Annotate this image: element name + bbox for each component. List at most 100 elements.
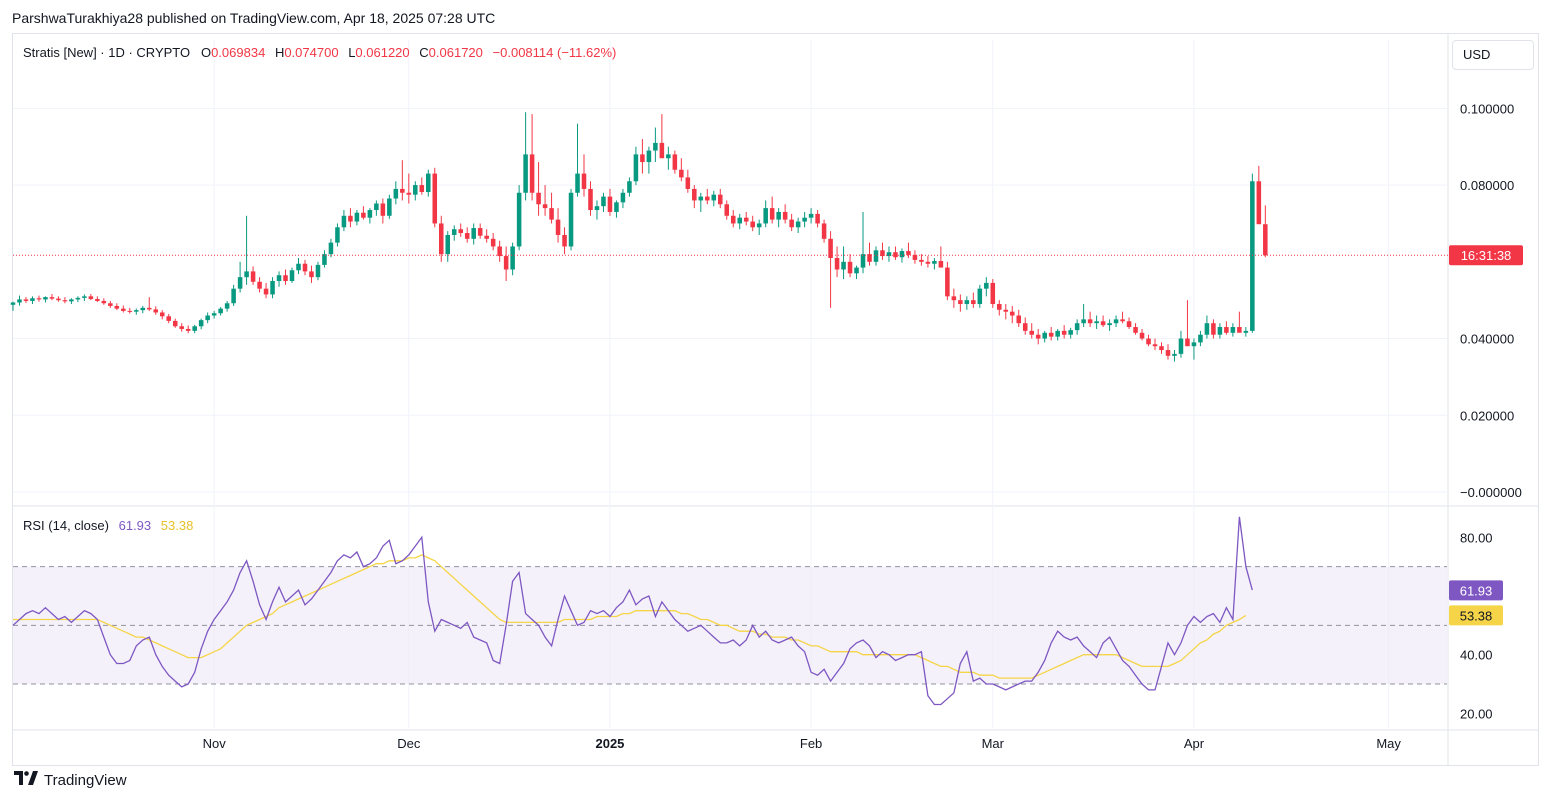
rsi-legend: RSI (14, close) 61.93 53.38: [23, 518, 193, 533]
candle-body: [938, 261, 944, 268]
candle-body: [1003, 309, 1009, 312]
price-tick-label: 0.020000: [1460, 408, 1514, 423]
candle-body: [860, 254, 866, 268]
candle-body: [1217, 327, 1223, 335]
candle-body: [1120, 319, 1125, 322]
candle-body: [361, 212, 366, 218]
candle-body: [1204, 323, 1210, 335]
candle-body: [134, 310, 139, 312]
candle-body: [1029, 330, 1034, 335]
candle-body: [815, 213, 820, 224]
rsi-layer: [12, 516, 1253, 706]
candle-body: [945, 267, 950, 297]
candle-body: [127, 310, 133, 312]
open-label: O: [200, 45, 212, 60]
candle-body: [1198, 334, 1203, 343]
countdown-label: 16:31:38: [1461, 248, 1512, 263]
candles-layer: [10, 112, 1448, 362]
candle-body: [198, 320, 204, 327]
candle-body: [146, 307, 152, 310]
countdown-badge: [1449, 245, 1523, 266]
candle-body: [847, 261, 853, 274]
candle-body: [56, 298, 61, 301]
candle-body: [354, 212, 360, 222]
candle-body: [1152, 344, 1158, 347]
candle-body: [250, 271, 256, 282]
candle-body: [10, 302, 16, 305]
candle-body: [620, 192, 626, 203]
open-value: 0.069834: [211, 45, 266, 60]
candle-body: [821, 223, 827, 239]
close-label: C: [419, 45, 429, 60]
candle-body: [828, 238, 833, 258]
candle-body: [627, 181, 632, 193]
candle-body: [244, 271, 249, 278]
candle-body: [705, 196, 710, 201]
candle-body: [276, 275, 282, 281]
candle-body: [763, 208, 768, 224]
candle-body: [750, 221, 755, 228]
candle-body: [549, 208, 554, 220]
candle-body: [88, 296, 94, 300]
candle-body: [795, 221, 801, 228]
candle-body: [692, 188, 697, 201]
candle-body: [1243, 330, 1249, 333]
rsi-legend-value: 61.93: [118, 518, 152, 533]
candle-body: [283, 275, 288, 281]
time-tick-label: Mar: [982, 736, 1005, 751]
candle-body: [406, 192, 412, 195]
candle-body: [510, 246, 515, 270]
low-value: 0.061220: [355, 45, 410, 60]
candle-body: [43, 297, 48, 300]
low-label: L: [348, 45, 356, 60]
candle-body: [270, 281, 275, 295]
candle-body: [1178, 338, 1184, 354]
candle-body: [873, 250, 879, 262]
candle-body: [153, 309, 159, 313]
candle-body: [179, 326, 184, 329]
candle-body: [666, 154, 671, 159]
candle-body: [1146, 338, 1151, 345]
candle-body: [1094, 321, 1099, 324]
candle-body: [1139, 332, 1145, 339]
candle-body: [984, 282, 989, 289]
candle-body: [49, 297, 55, 299]
candle-body: [484, 235, 489, 239]
candle-body: [542, 204, 548, 209]
candle-body: [289, 270, 295, 281]
candle-body: [426, 173, 431, 192]
candle-body: [1074, 323, 1080, 331]
currency-selector[interactable]: USD: [1452, 40, 1534, 70]
candle-body: [588, 188, 593, 211]
candle-body: [672, 154, 678, 170]
rsi-label: RSI (14, close): [23, 518, 109, 533]
candle-body: [743, 217, 749, 222]
candle-body: [1113, 319, 1119, 324]
candle-body: [121, 308, 126, 311]
candle-body: [523, 154, 528, 193]
candle-body: [730, 215, 736, 224]
rsi-ma-value-label: 53.38: [1460, 608, 1493, 623]
close-value: 0.061720: [428, 45, 483, 60]
candle-body: [1230, 327, 1236, 333]
candle-body: [1100, 321, 1106, 326]
candle-body: [711, 194, 717, 201]
candle-body: [75, 297, 81, 300]
candle-body: [1191, 342, 1197, 347]
candle-body: [925, 261, 931, 264]
candle-body: [159, 312, 165, 317]
candle-body: [932, 261, 937, 264]
candle-body: [1133, 327, 1138, 333]
candle-body: [1009, 311, 1015, 316]
candle-body: [172, 320, 178, 327]
candle-body: [218, 308, 223, 314]
candle-body: [756, 223, 762, 228]
time-tick-label: Nov: [203, 736, 227, 751]
candle-body: [536, 192, 541, 205]
candle-body: [958, 300, 963, 305]
footer-brand[interactable]: TradingView: [14, 771, 127, 789]
candle-body: [1016, 315, 1022, 324]
candle-body: [555, 219, 561, 235]
candle-body: [108, 303, 113, 306]
